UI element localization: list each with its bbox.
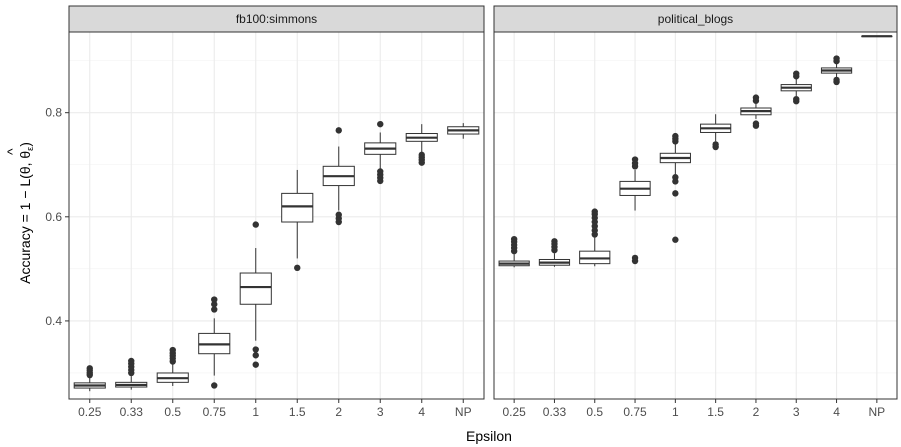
x-tick-label: 0.5 — [586, 405, 603, 419]
outlier-point — [672, 236, 679, 243]
outlier-point — [752, 94, 760, 101]
x-tick-label: 4 — [833, 405, 840, 419]
x-tick-label: 0.25 — [78, 405, 102, 419]
outlier-point — [793, 70, 800, 77]
y-axis: 0.4 0.6 0.8 — [45, 106, 69, 328]
x-tick-label: NP — [869, 405, 886, 419]
box-0.25 — [498, 235, 530, 268]
outlier-point — [211, 382, 218, 389]
box-1.5 — [700, 114, 732, 151]
outlier-point — [833, 76, 840, 84]
box-2 — [740, 94, 772, 129]
box-body — [239, 272, 272, 305]
x-tick-label: 1.5 — [707, 405, 724, 419]
outlier-point — [752, 120, 760, 127]
box-1.5 — [281, 169, 314, 272]
box-0.75 — [619, 156, 651, 265]
outlier-point — [510, 235, 518, 243]
outlier-point — [211, 306, 218, 313]
x-tick-label: 0.75 — [203, 405, 227, 419]
strip-label: political_blogs — [658, 12, 733, 26]
box-3 — [780, 70, 812, 105]
panel-political-blogs: political_blogs 0.25 0.33 0.5 0.75 1 1.5 2 3 4 NP — [493, 5, 898, 419]
outlier-point — [377, 168, 384, 175]
panel-background — [69, 32, 484, 399]
x-tick-label: NP — [455, 405, 472, 419]
strip-background — [493, 5, 898, 33]
x-tick-label: 4 — [418, 405, 425, 419]
outlier-point — [631, 254, 639, 262]
box-1 — [659, 132, 691, 243]
outlier-point — [672, 174, 679, 181]
outlier-point — [252, 352, 259, 359]
outlier-point — [335, 211, 342, 218]
x-tick-label: 1.5 — [289, 405, 306, 419]
outlier-point — [128, 357, 135, 365]
x-tick-label: 0.75 — [623, 405, 647, 419]
box-NP — [447, 123, 480, 139]
panel-background — [494, 32, 897, 399]
outlier-point — [86, 365, 93, 372]
y-axis-title: Accuracy = 1 − L(θ, θε) ^ — [4, 142, 35, 284]
outlier-point — [672, 190, 679, 197]
box-NP — [861, 35, 893, 38]
outlier-point — [294, 264, 301, 272]
x-tick-label: 0.25 — [502, 405, 526, 419]
outlier-point — [211, 301, 218, 308]
outlier-point — [169, 346, 176, 354]
hat-symbol: ^ — [4, 148, 20, 155]
box-1 — [239, 221, 272, 368]
box-2 — [322, 127, 355, 226]
outlier-point — [418, 151, 425, 159]
x-tick-label: 3 — [793, 405, 800, 419]
box-0.25 — [73, 365, 106, 392]
panel-fb100-simmons: fb100:simmons 0.25 0.33 0.5 0.75 1 1.5 2 3 4 NP — [68, 5, 485, 419]
box-4 — [820, 55, 853, 86]
x-tick-label: 3 — [377, 405, 384, 419]
x-tick-label: 0.5 — [164, 405, 181, 419]
outlier-point — [833, 55, 840, 62]
outlier-point — [591, 208, 598, 215]
box-0.33 — [538, 238, 571, 267]
outlier-point — [551, 238, 558, 245]
outlier-point — [631, 156, 639, 163]
x-tick-label: 0.33 — [543, 405, 567, 419]
x-tick-label: 2 — [753, 405, 760, 419]
box-0.75 — [198, 296, 231, 389]
y-tick-label: 0.6 — [45, 210, 62, 224]
box-0.5 — [579, 208, 611, 267]
x-tick-label: 2 — [335, 405, 342, 419]
box-body — [281, 192, 314, 223]
outlier-point — [672, 132, 679, 140]
outlier-point — [252, 221, 259, 228]
outlier-point — [252, 346, 259, 353]
y-tick-label: 0.4 — [45, 314, 62, 328]
outlier-point — [712, 141, 719, 148]
box-3 — [364, 120, 397, 185]
outlier-point — [793, 95, 800, 103]
box-4 — [405, 124, 438, 166]
x-tick-label: 1 — [672, 405, 679, 419]
y-tick-label: 0.8 — [45, 106, 62, 120]
strip-background — [68, 5, 485, 33]
x-axis-title: Epsilon — [466, 428, 512, 444]
outlier-point — [211, 296, 218, 303]
x-tick-label: 1 — [252, 405, 259, 419]
box-0.33 — [115, 357, 148, 390]
outlier-point — [377, 120, 384, 128]
strip-label: fb100:simmons — [236, 12, 317, 26]
outlier-point — [335, 127, 342, 134]
x-tick-label: 0.33 — [120, 405, 144, 419]
box-0.5 — [156, 346, 189, 386]
y-axis-title-text: Accuracy = 1 − L(θ, θε) — [17, 142, 35, 284]
outlier-point — [252, 361, 259, 368]
